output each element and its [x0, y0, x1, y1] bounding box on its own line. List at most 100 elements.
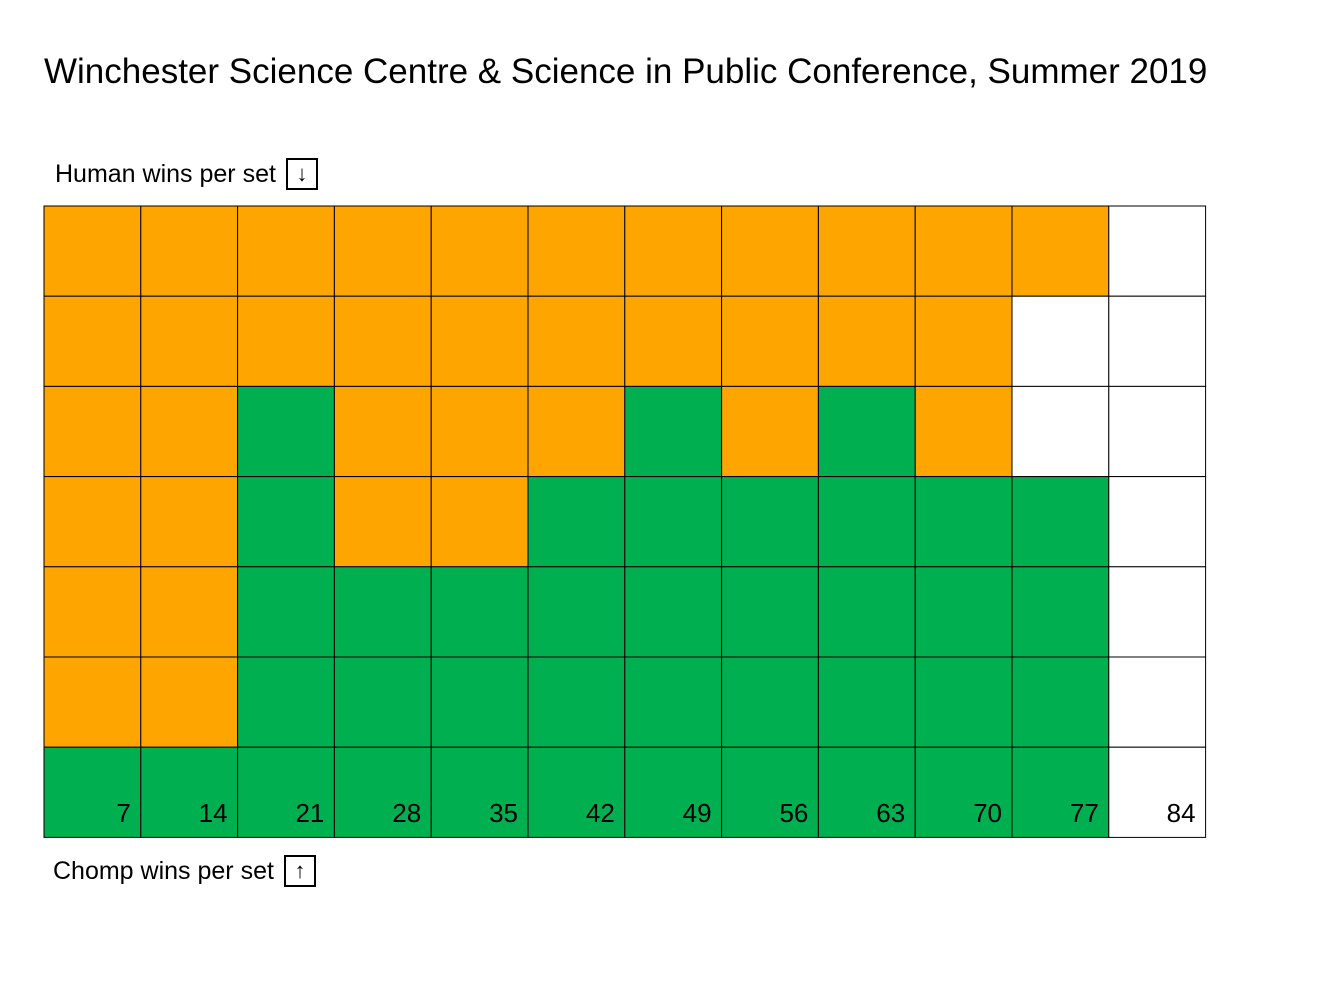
grid-cell-r5-c3 [237, 566, 335, 658]
grid-cell-r6-c1 [43, 656, 142, 748]
grid-cell-r3-c4 [333, 385, 432, 478]
grid-cell-r1-c7 [624, 205, 723, 297]
grid-cell-r4-c5 [430, 476, 529, 568]
grid-cell-r6-c2 [140, 656, 239, 748]
grid-cell-r5-c2 [140, 566, 239, 658]
grid-cell-r4-c2 [140, 476, 239, 568]
grid-cell-r3-c2 [140, 385, 239, 478]
grid-cell-r1-c4 [333, 205, 432, 297]
grid-cell-r4-c10 [914, 476, 1013, 568]
column-value-label: 7 [116, 798, 130, 828]
grid-cell-r7-c8 [721, 746, 819, 838]
grid-cell-r4-c12 [1108, 476, 1207, 568]
grid-cell-r4-c8 [721, 476, 819, 568]
grid-cell-r4-c9 [817, 476, 916, 568]
chomp-wins-label: Chomp wins per set ↑ [53, 855, 316, 887]
grid-cell-r3-c6 [527, 385, 626, 478]
grid-cell-r4-c3 [237, 476, 335, 568]
grid-cell-r7-c5 [430, 746, 529, 838]
results-grid: 7 14 21 28 35 42 49 56 63 70 77 84 [43, 205, 1207, 838]
grid-cell-r7-c6 [527, 746, 626, 838]
grid-cell-r3-c11 [1011, 385, 1110, 478]
grid-cell-r6-c10 [914, 656, 1013, 748]
human-wins-label-text: Human wins per set [55, 159, 276, 188]
human-wins-label: Human wins per set ↓ [55, 158, 318, 190]
column-value-label: 70 [973, 798, 1002, 828]
grid-cell-r7-c4 [333, 746, 432, 838]
column-value-label: 49 [683, 798, 712, 828]
grid-cell-r2-c12 [1108, 295, 1207, 387]
column-value-label: 42 [586, 798, 615, 828]
grid-cell-r5-c5 [430, 566, 529, 658]
column-value-label: 35 [489, 798, 518, 828]
grid-cell-r3-c9 [817, 385, 916, 478]
grid-cell-r1-c11 [1011, 205, 1110, 297]
grid-cell-r3-c1 [43, 385, 142, 478]
grid-cell-r2-c7 [624, 295, 723, 387]
grid-cell-r6-c9 [817, 656, 916, 748]
down-arrow-icon: ↓ [285, 158, 318, 190]
grid-cell-r5-c8 [721, 566, 819, 658]
grid-cell-r2-c3 [237, 295, 335, 387]
grid-cell-r5-c10 [914, 566, 1013, 658]
grid-cell-r2-c5 [430, 295, 529, 387]
grid-cell-r2-c4 [333, 295, 432, 387]
grid-cell-r1-c8 [721, 205, 819, 297]
grid-cell-r7-c7 [624, 746, 723, 838]
grid-cell-r1-c12 [1108, 205, 1207, 297]
grid-cell-r6-c8 [721, 656, 819, 748]
column-value-label: 21 [295, 798, 324, 828]
grid-cell-r3-c8 [721, 385, 819, 478]
grid-cell-r1-c9 [817, 205, 916, 297]
grid-cell-r2-c6 [527, 295, 626, 387]
grid-cell-r2-c9 [817, 295, 916, 387]
grid-cell-r5-c7 [624, 566, 723, 658]
grid-cell-r5-c11 [1011, 566, 1110, 658]
grid-cell-r6-c12 [1108, 656, 1207, 748]
grid-cell-r4-c4 [333, 476, 432, 568]
up-arrow-icon: ↑ [283, 855, 316, 887]
grid-cell-r7-c2 [140, 746, 239, 838]
grid-cell-r2-c11 [1011, 295, 1110, 387]
column-value-label: 56 [779, 798, 808, 828]
grid-cell-r5-c6 [527, 566, 626, 658]
grid-cell-r3-c3 [237, 385, 335, 478]
column-value-label: 63 [876, 798, 905, 828]
grid-cell-r4-c11 [1011, 476, 1110, 568]
column-value-label: 84 [1167, 798, 1196, 828]
grid-cell-r7-c9 [817, 746, 916, 838]
column-value-label: 28 [392, 798, 421, 828]
grid-cell-r1-c5 [430, 205, 529, 297]
grid-cell-r5-c12 [1108, 566, 1207, 658]
grid-cell-r5-c9 [817, 566, 916, 658]
grid-cell-r6-c5 [430, 656, 529, 748]
grid-cell-r2-c8 [721, 295, 819, 387]
column-value-label: 77 [1070, 798, 1099, 828]
grid-cell-r3-c5 [430, 385, 529, 478]
grid-cell-r7-c3 [237, 746, 335, 838]
grid-cell-r6-c4 [333, 656, 432, 748]
grid-cell-r5-c1 [43, 566, 142, 658]
chart-title: Winchester Science Centre & Science in P… [44, 52, 1208, 91]
grid-cell-r7-c12 [1108, 746, 1207, 838]
grid-cell-r6-c11 [1011, 656, 1110, 748]
grid-cell-r3-c7 [624, 385, 723, 478]
grid-cell-r7-c10 [914, 746, 1013, 838]
grid-cell-r3-c12 [1108, 385, 1207, 478]
grid-cell-r4-c7 [624, 476, 723, 568]
grid-cell-r1-c2 [140, 205, 239, 297]
column-value-label: 14 [199, 798, 228, 828]
grid-cell-r6-c3 [237, 656, 335, 748]
grid-cell-r4-c1 [43, 476, 142, 568]
chomp-wins-label-text: Chomp wins per set [53, 856, 274, 885]
grid-cell-r1-c10 [914, 205, 1013, 297]
grid-cell-r3-c10 [914, 385, 1013, 478]
grid-cell-r1-c1 [43, 205, 142, 297]
grid-cell-r1-c6 [527, 205, 626, 297]
grid-cell-r5-c4 [333, 566, 432, 658]
grid-cell-r1-c3 [237, 205, 335, 297]
grid-cell-r6-c7 [624, 656, 723, 748]
grid-cell-r4-c6 [527, 476, 626, 568]
grid-cell-r6-c6 [527, 656, 626, 748]
grid-cell-r2-c2 [140, 295, 239, 387]
